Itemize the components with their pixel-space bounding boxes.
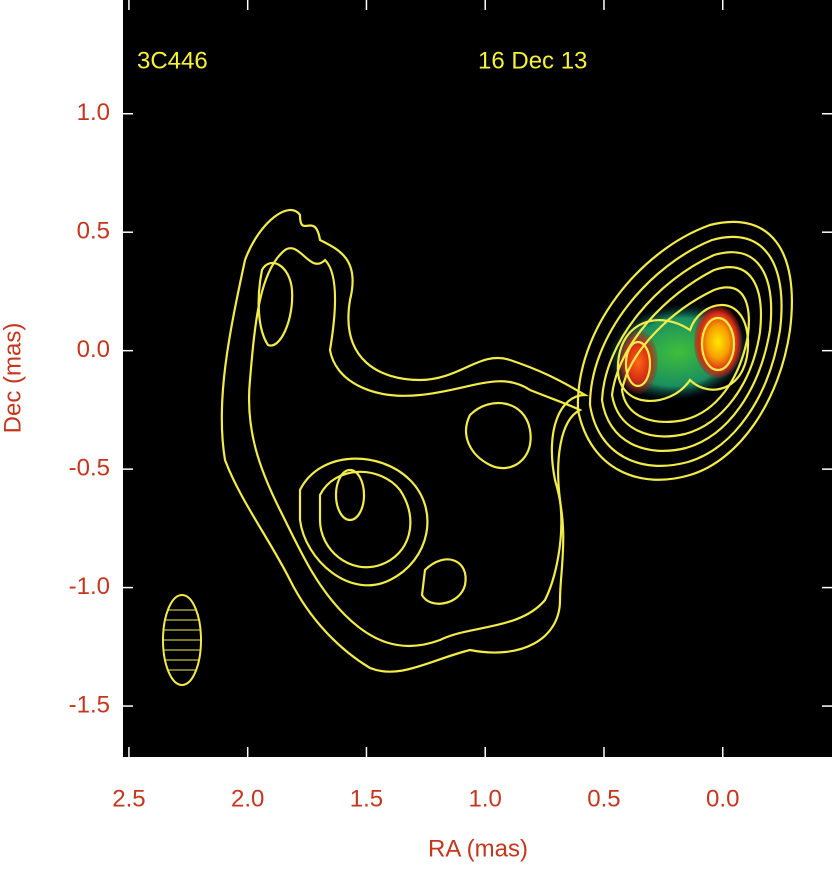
x-tick-label: 1.5	[350, 785, 383, 812]
y-tick-label: -1.5	[69, 691, 110, 718]
y-tick-label: -1.0	[69, 573, 110, 600]
y-tick-label: 0.5	[77, 218, 110, 245]
x-tick-label: 2.0	[231, 785, 264, 812]
x-tick-label: 0.5	[587, 785, 620, 812]
y-axis-label: Dec (mas)	[0, 323, 26, 434]
source-label: 3C446	[137, 47, 208, 74]
contours	[220, 208, 793, 673]
date-label: 16 Dec 13	[478, 47, 587, 74]
x-tick-label: 1.0	[469, 785, 502, 812]
x-tick-label: 2.5	[112, 785, 145, 812]
y-tick-label: 1.0	[77, 99, 110, 126]
x-axis-label: RA (mas)	[428, 835, 528, 862]
y-tick-label: 0.0	[77, 336, 110, 363]
beam	[162, 594, 202, 686]
x-tick-label: 0.0	[706, 785, 739, 812]
y-tick-label: -0.5	[69, 454, 110, 481]
